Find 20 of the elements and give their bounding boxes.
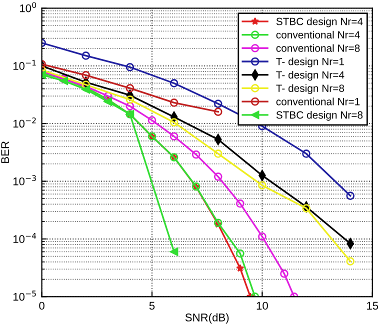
- x-tick-label: 10: [256, 302, 268, 310]
- legend-label: T- design Nr=1: [276, 58, 344, 68]
- legend-label: conventional Nr=8: [276, 44, 360, 52]
- y-tick-label: 10$^{−1}$: [13, 60, 36, 70]
- y-tick-label: 10$^{−2}$: [13, 117, 36, 128]
- x-tick-label: 5: [149, 302, 155, 310]
- x-tick-label: 15: [367, 302, 378, 310]
- legend-label: conventional Nr=4: [276, 30, 360, 39]
- y-tick-label: 10$^{−3}$: [13, 175, 36, 186]
- legend-label: T- design Nr=8: [276, 84, 344, 94]
- legend-label: conventional Nr=1: [276, 98, 360, 106]
- y-tick-label: 10$^{−5}$: [13, 290, 36, 301]
- x-tick-label: 0: [39, 302, 44, 310]
- x-axis-title: SNR(dB): [185, 313, 229, 324]
- y-tick-label: 10$^{−4}$: [13, 232, 36, 244]
- legend-label: STBC design Nr=4: [276, 18, 363, 28]
- y-tick-label: 10$^{0}$: [20, 2, 36, 12]
- y-axis-title: BER: [1, 142, 9, 163]
- legend-label: T- design Nr=4: [276, 70, 344, 81]
- legend-label: STBC design Nr=8: [276, 111, 363, 121]
